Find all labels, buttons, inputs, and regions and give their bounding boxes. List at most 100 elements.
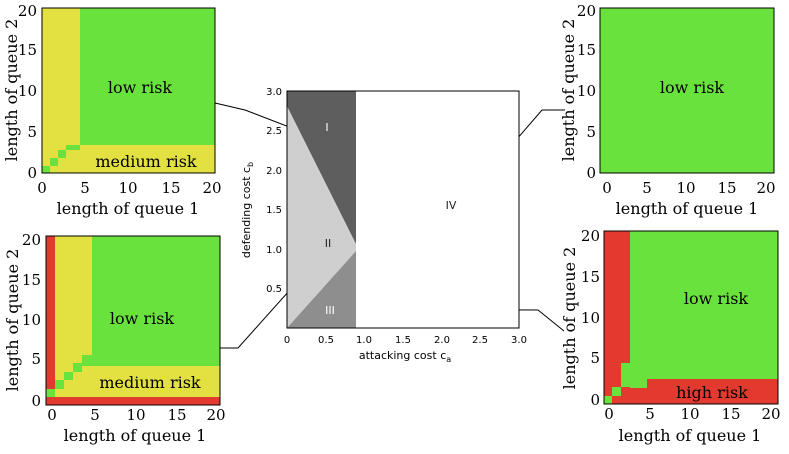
region-III <box>287 251 356 328</box>
region-red <box>46 397 220 405</box>
x-axis-label: attacking cost ca <box>359 349 451 364</box>
y-tick-label: 0 <box>590 391 600 409</box>
x-tick-label: 10 <box>676 179 695 197</box>
x-tick-label: 15 <box>717 179 736 197</box>
y-tick-label: 0.5 <box>266 284 282 295</box>
cell-green <box>630 379 647 388</box>
axes-frame <box>599 7 775 174</box>
x-axis-label: length of queue 1 <box>57 199 200 218</box>
cell-green <box>621 379 630 387</box>
cell-green <box>50 158 58 166</box>
x-tick-label: 0 <box>47 406 57 424</box>
y-tick-label: 2.5 <box>266 126 282 137</box>
y-tick-label: 0 <box>586 164 596 182</box>
heatmap-top-left-cells <box>42 8 215 173</box>
x-tick-label: 5 <box>642 179 652 197</box>
heatmap-bottom-left: low risk medium risk 0 5 10 15 20 0 5 10… <box>3 231 226 445</box>
x-tick-label: 2.0 <box>434 335 450 346</box>
x-tick-label: 0 <box>284 335 290 346</box>
y-tick-label: 1.0 <box>266 245 282 256</box>
region-I <box>287 91 356 244</box>
y-tick-label: 20 <box>18 2 37 20</box>
cell-green <box>64 372 73 380</box>
y-tick-label: 10 <box>581 309 600 327</box>
x-tick-label: 3.0 <box>511 335 527 346</box>
x-tick-label: 5 <box>645 405 655 423</box>
x-axis-label-main: attacking cost c <box>359 349 446 362</box>
y-tick-labels: 0 5 10 15 20 <box>18 2 37 182</box>
y-tick-label: 15 <box>18 41 37 59</box>
x-tick-label: 1.0 <box>356 335 372 346</box>
cell-green <box>42 166 50 173</box>
y-tick-label: 5 <box>590 349 600 367</box>
x-tick-label: 15 <box>167 406 186 424</box>
region-green <box>600 8 774 173</box>
y-tick-label: 5 <box>27 123 37 141</box>
y-tick-label: 10 <box>22 311 41 329</box>
x-tick-label: 0 <box>37 179 47 197</box>
y-tick-labels: 0 5 10 15 20 <box>22 231 41 410</box>
y-tick-label: 20 <box>22 231 41 249</box>
region-green <box>604 231 778 404</box>
y-tick-label: 15 <box>581 268 600 286</box>
y-tick-label: 15 <box>577 41 596 59</box>
x-tick-label: 20 <box>761 405 780 423</box>
x-tick-label: 20 <box>756 179 775 197</box>
x-tick-label: 20 <box>206 406 225 424</box>
y-tick-labels: 0.5 1.0 1.5 2.0 2.5 3.0 <box>266 87 282 295</box>
region-label-II: II <box>325 237 332 250</box>
x-tick-label: 5 <box>90 406 100 424</box>
axes-frame <box>286 90 520 329</box>
cell-green <box>73 363 82 372</box>
y-axis-label: length of queue 2 <box>560 247 579 390</box>
x-tick-label: 10 <box>680 405 699 423</box>
axes-frame <box>45 235 221 406</box>
region-red <box>46 236 55 405</box>
region-label-III: III <box>325 304 335 317</box>
x-tick-label: 0.5 <box>318 335 334 346</box>
y-axis-label: length of queue 2 <box>3 249 22 392</box>
axes-frame <box>41 7 216 174</box>
y-tick-label: 5 <box>586 123 596 141</box>
y-axis-label: length of queue 2 <box>2 19 21 162</box>
cell-green <box>612 387 621 396</box>
x-tick-label: 15 <box>161 179 180 197</box>
y-tick-labels: 0 5 10 15 20 <box>577 2 596 182</box>
cell-green <box>55 389 64 397</box>
heatmap-bottom-left-cells <box>46 236 220 405</box>
x-axis-label: length of queue 1 <box>64 426 207 445</box>
x-tick-label: 0 <box>602 179 612 197</box>
annotation-high-risk: high risk <box>676 383 748 402</box>
annotation-low-risk: low risk <box>660 78 725 97</box>
region-II <box>287 106 356 328</box>
heatmap-top-right: low risk 0 5 10 15 20 0 5 10 15 20 lengt… <box>559 2 776 218</box>
annotation-medium-risk: medium risk <box>99 373 201 392</box>
y-tick-labels: 0 5 10 15 20 <box>581 227 600 409</box>
x-tick-label: 1.5 <box>395 335 411 346</box>
cell-green <box>82 355 92 366</box>
x-tick-labels: 0 0.5 1.0 1.5 2.0 2.5 3.0 <box>284 335 527 346</box>
x-tick-label: 20 <box>202 179 221 197</box>
cell-green <box>55 380 64 389</box>
cell-green <box>46 389 55 397</box>
heatmap-top-left: low risk medium risk 0 5 10 15 20 0 5 10… <box>2 2 222 218</box>
cell-green <box>621 363 630 387</box>
x-tick-labels: 0 5 10 15 20 <box>602 179 775 197</box>
x-tick-label: 2.5 <box>472 335 488 346</box>
y-tick-label: 10 <box>18 82 37 100</box>
y-axis-label: length of queue 2 <box>559 19 578 162</box>
y-tick-label: 20 <box>581 227 600 245</box>
heatmap-bottom-right-cells <box>604 231 778 404</box>
y-tick-label: 3.0 <box>266 87 282 98</box>
x-tick-labels: 0 5 10 15 20 <box>37 179 221 197</box>
y-tick-label: 20 <box>577 2 596 20</box>
y-axis-label-main: defending cost c <box>240 167 253 258</box>
x-tick-labels: 0 5 10 15 20 <box>47 406 225 424</box>
y-tick-label: 0 <box>27 164 37 182</box>
x-tick-label: 10 <box>118 179 137 197</box>
region-label-IV: IV <box>446 199 457 212</box>
x-axis-label-sub: a <box>446 355 451 364</box>
region-label-I: I <box>325 121 328 134</box>
cell-green <box>66 145 80 150</box>
